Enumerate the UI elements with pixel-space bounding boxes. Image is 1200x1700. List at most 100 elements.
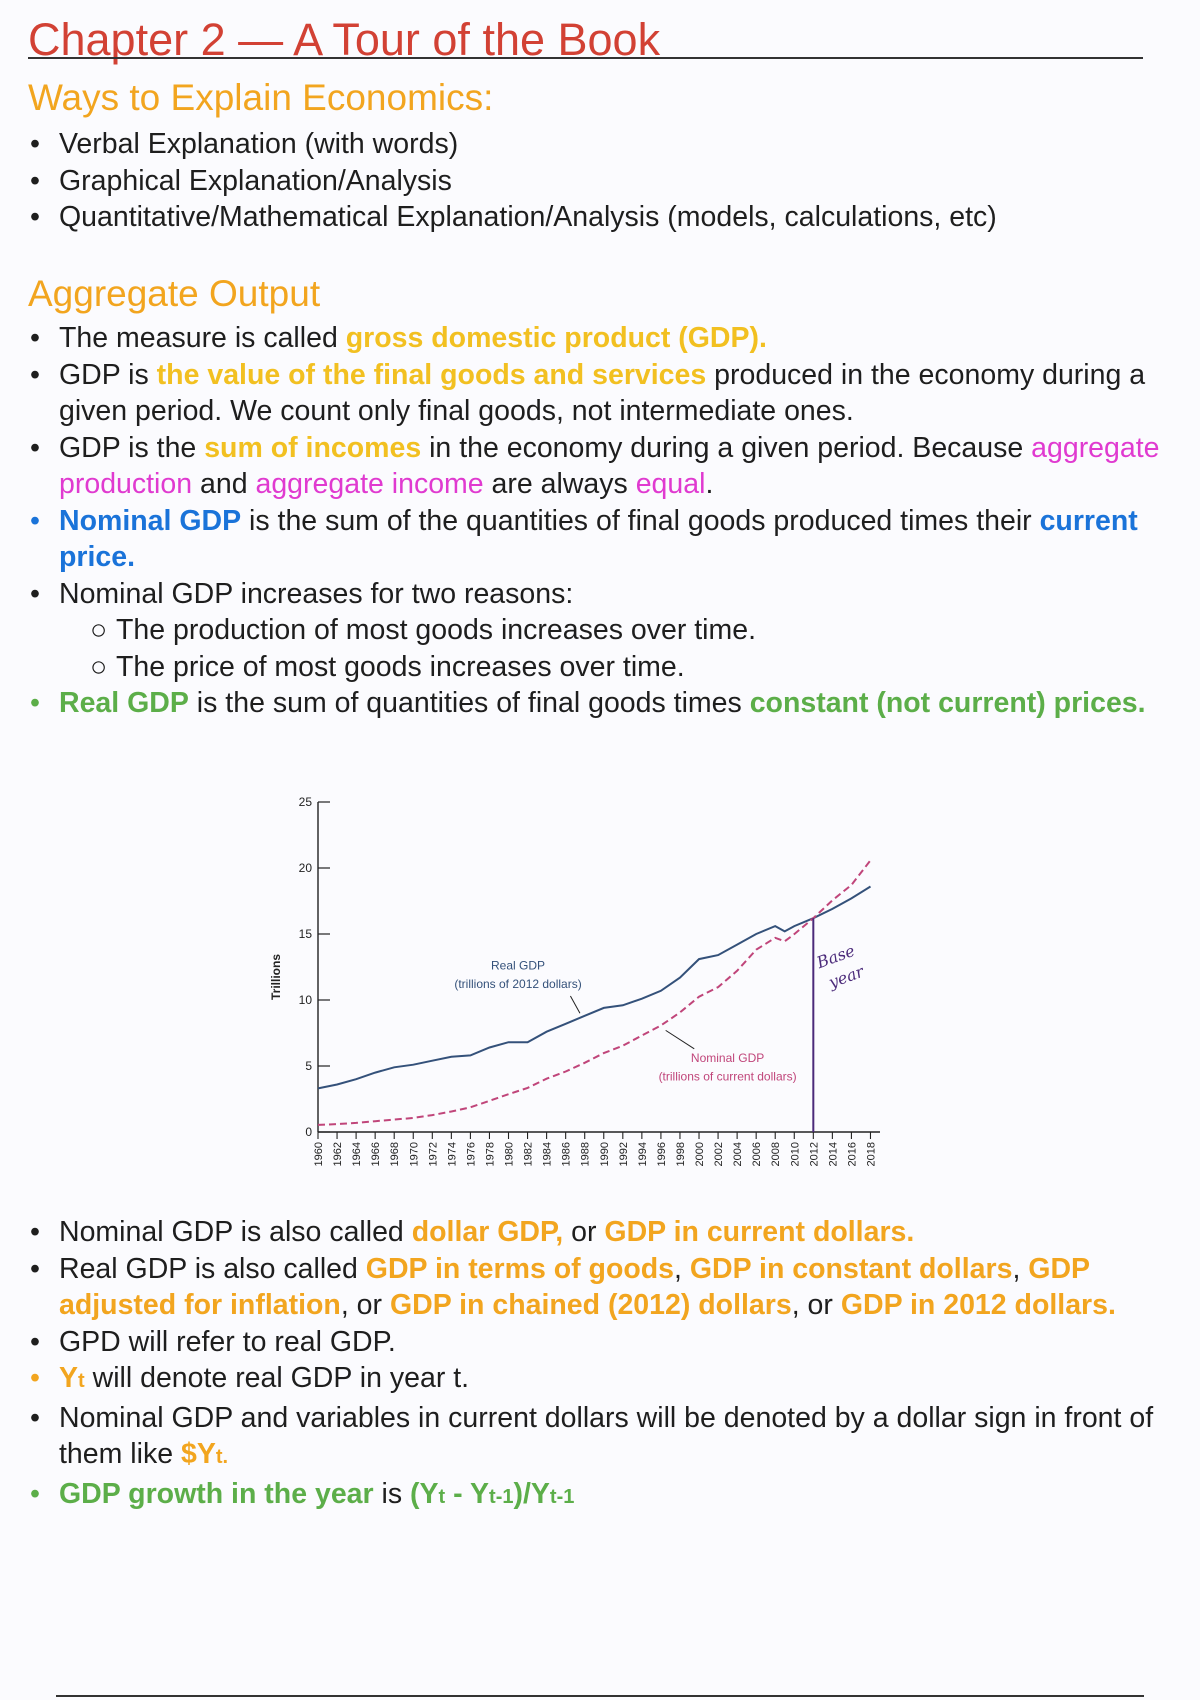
x-tick-label: 1996: [656, 1142, 668, 1166]
list-item: • The measure is called gross domestic pr…: [30, 322, 767, 354]
x-tick-label: 1980: [504, 1142, 516, 1166]
ways-list: • Verbal Explanation (with words) • Graphi…: [28, 126, 1198, 236]
text: Nominal GDP and variables in current dol…: [59, 1401, 1154, 1471]
text: GDP is: [59, 358, 157, 391]
list-item-text: Graphical Explanation/Analysis: [59, 164, 452, 197]
highlight: GDP in constant dollars: [689, 1252, 1013, 1285]
list-item: • Real GDP is the sum of quantities of fi…: [30, 687, 1146, 719]
list-item: • Nominal GDP and variables in current do…: [30, 1401, 1154, 1471]
formula-subscript: t-1: [549, 1485, 575, 1508]
list-item: • Nominal GDP increases for two reasons:: [30, 577, 574, 610]
real-gdp-label-units: (trillions of 2012 dollars): [454, 977, 581, 991]
formula-subscript: t-1: [489, 1485, 514, 1508]
title-underline: [28, 57, 1143, 59]
highlight-blue: current price.: [59, 504, 1138, 574]
highlight-magenta: aggregate income: [255, 468, 484, 500]
text: are always: [483, 468, 636, 500]
nominal-gdp-label-units: (trillions of current dollars): [659, 1070, 797, 1084]
list-item: • GDP is the value of the final goods and…: [30, 358, 1146, 428]
x-tick-label: 1982: [523, 1142, 535, 1166]
x-tick-label: 2018: [865, 1142, 877, 1166]
highlight: gross domestic product (GDP).: [345, 322, 767, 354]
sub-list-item: ○ The price of most goods increases over …: [90, 650, 685, 683]
text: and: [192, 468, 256, 500]
real-gdp-leader-line: [569, 995, 581, 1014]
highlight-magenta: aggregate production: [59, 431, 1160, 501]
text: The production of most goods increases o…: [116, 614, 756, 646]
list-item: • GPD will refer to real GDP.: [30, 1325, 396, 1358]
x-tick-label: 2008: [770, 1142, 782, 1166]
y-tick-label: 20: [299, 861, 313, 875]
x-tick-label: 1976: [465, 1142, 477, 1166]
nominal-gdp-label: Nominal GDP: [691, 1051, 764, 1065]
text: .: [705, 468, 714, 500]
x-tick-label: 1984: [542, 1142, 554, 1166]
real-gdp-line: [317, 885, 872, 1090]
y-tick-label: 10: [299, 993, 313, 1007]
list-item: • GDP growth in the year is (Yt - Yt-1)/Y…: [30, 1477, 575, 1510]
text: ,: [1012, 1252, 1029, 1285]
text: , or: [340, 1289, 390, 1321]
text: produced in the economy during a given p…: [59, 358, 1146, 428]
x-tick-label: 1960: [313, 1142, 325, 1166]
sub-list-item: ○ The production of most goods increases …: [90, 614, 756, 646]
x-tick-label: 1962: [332, 1142, 344, 1166]
list-item: • Graphical Explanation/Analysis: [30, 164, 452, 197]
text: will denote real GDP in year t.: [84, 1362, 470, 1394]
list-item: • Yt will denote real GDP in year t.: [30, 1362, 470, 1394]
x-tick-label: 1998: [675, 1142, 687, 1166]
highlight-magenta: equal: [635, 468, 706, 500]
list-item: • Verbal Explanation (with words): [30, 128, 459, 160]
y-axis-title: Trillions: [269, 954, 283, 1000]
highlight-blue: Nominal GDP: [59, 504, 242, 537]
x-tick-label: 1966: [370, 1142, 382, 1166]
gdp-terms-list: • Nominal GDP is also called dollar GDP, …: [28, 1214, 1198, 1515]
text: Nominal GDP increases for two reasons:: [59, 577, 574, 610]
formula-part: (Y: [410, 1477, 439, 1510]
list-item-text: Verbal Explanation (with words): [59, 128, 459, 160]
x-tick-label: 1988: [580, 1142, 592, 1166]
highlight: dollar GDP,: [411, 1216, 564, 1248]
x-tick-label: 1970: [408, 1142, 420, 1166]
nominal-gdp-leader-line: [665, 1029, 695, 1050]
text: is the sum of the quantities of final go…: [241, 504, 1040, 537]
x-tick-label: 1968: [389, 1142, 401, 1166]
nominal-gdp-line: [317, 859, 872, 1126]
text: in the economy during a given period. Be…: [421, 431, 1032, 464]
list-item: • GDP is the sum of incomes in the econom…: [30, 431, 1160, 501]
text: is: [373, 1477, 411, 1510]
text: Real GDP is also called: [59, 1252, 366, 1285]
text: Nominal GDP is also called: [59, 1216, 412, 1248]
symbol-subscript: t: [78, 1370, 85, 1392]
list-item: • Nominal GDP is also called dollar GDP, …: [30, 1216, 915, 1248]
text: is the sum of quantities of final goods …: [188, 687, 750, 719]
x-tick-label: 2014: [827, 1142, 839, 1166]
section-heading-aggregate-output: Aggregate Output: [28, 273, 321, 314]
highlight: sum of incomes: [204, 431, 422, 464]
text: The price of most goods increases over t…: [116, 650, 685, 683]
highlight-green: Real GDP: [59, 687, 189, 719]
x-tick-label: 1964: [351, 1142, 363, 1166]
formula-subscript: t: [438, 1485, 446, 1508]
highlight: GDP in 2012 dollars.: [840, 1289, 1116, 1321]
x-tick-label: 2012: [808, 1142, 820, 1166]
text: GDP is the: [59, 431, 205, 464]
chapter-title: Chapter 2 — A Tour of the Book: [28, 14, 661, 65]
x-tick-label: 1974: [446, 1142, 458, 1166]
section-heading-ways: Ways to Explain Economics:: [28, 77, 494, 118]
x-tick-label: 2016: [846, 1142, 858, 1166]
symbol-yt: Y: [59, 1362, 79, 1394]
highlight: GDP in current dollars.: [604, 1216, 915, 1248]
highlight: the value of the final goods and service…: [156, 358, 707, 391]
x-tick-label: 2010: [789, 1142, 801, 1166]
symbol-dollar-yt: $Y: [180, 1438, 216, 1470]
text: , or: [791, 1289, 841, 1321]
text: or: [563, 1216, 605, 1248]
x-tick-label: 2006: [751, 1142, 763, 1166]
formula-part: - Y: [445, 1477, 490, 1510]
highlight: GDP in chained (2012) dollars: [389, 1289, 792, 1321]
x-tick-label: 2002: [713, 1142, 725, 1166]
y-tick-label: 0: [305, 1125, 312, 1139]
y-tick-label: 25: [299, 795, 313, 809]
x-tick-label: 1986: [561, 1142, 573, 1166]
